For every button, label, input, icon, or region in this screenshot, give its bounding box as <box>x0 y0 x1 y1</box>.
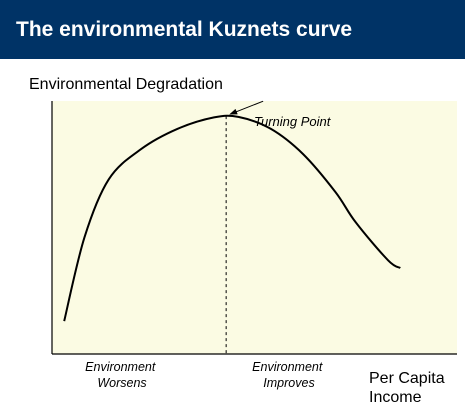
annotation-worsens-line-1: Environment <box>85 360 156 374</box>
x-axis-label-line-2: Income <box>369 389 422 406</box>
annotation-improves-line-2: Improves <box>263 376 314 390</box>
title-bar: The environmental Kuznets curve <box>0 0 465 59</box>
turning-point-label: Turning Point <box>254 114 332 129</box>
turning-point-arrow <box>229 100 264 115</box>
y-axis-label: Environmental Degradation <box>29 76 223 93</box>
annotation-improves: Environment Improves <box>252 360 326 390</box>
annotation-improves-line-1: Environment <box>252 360 323 374</box>
annotation-worsens: Environment Worsens <box>85 360 159 390</box>
annotation-worsens-line-2: Worsens <box>97 376 146 390</box>
page-title: The environmental Kuznets curve <box>16 17 353 41</box>
plot-area <box>52 101 457 354</box>
kuznets-curve <box>63 114 401 322</box>
x-axis-label-line-1: Per Capita <box>369 370 445 387</box>
x-axis-label: Per Capita Income <box>369 370 449 406</box>
